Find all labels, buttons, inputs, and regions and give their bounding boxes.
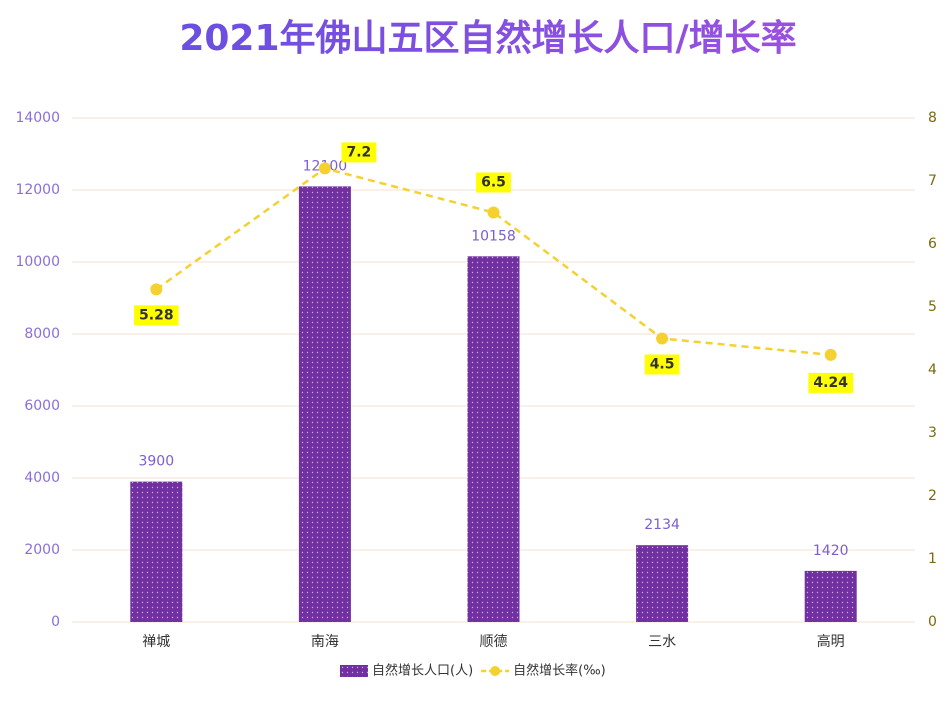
bar-value-label: 2134 <box>644 517 680 533</box>
x-tick-label: 禅城 <box>142 634 170 650</box>
y2-tick-label: 7 <box>928 173 937 189</box>
chart-title: 2021年佛山五区自然增长人口/增长率 <box>179 17 796 59</box>
y-tick-label: 12000 <box>15 182 60 198</box>
line-point <box>150 283 163 296</box>
x-tick-label: 南海 <box>311 634 339 650</box>
y-tick-label: 8000 <box>24 326 60 342</box>
y-tick-label: 6000 <box>24 398 60 414</box>
legend-swatch <box>490 666 501 676</box>
y2-tick-label: 6 <box>928 236 937 252</box>
y-tick-label: 4000 <box>24 470 60 486</box>
line-value-label: 6.5 <box>481 175 506 191</box>
x-tick-label: 顺德 <box>480 634 508 650</box>
point-label: 6.5 <box>476 172 511 193</box>
label-box <box>808 372 854 393</box>
point-label: 7.2 <box>341 142 377 163</box>
label-box <box>341 142 377 163</box>
y2-tick-label: 4 <box>928 362 937 378</box>
bar <box>298 186 351 622</box>
y2-tick-label: 5 <box>928 299 937 315</box>
label-box <box>644 354 680 375</box>
line-value-label: 4.5 <box>650 357 675 373</box>
line-value-label: 4.24 <box>813 375 848 391</box>
y2-tick-label: 8 <box>928 110 937 126</box>
y-tick-label: 2000 <box>24 542 60 558</box>
label-box <box>476 172 511 193</box>
legend-label: 自然增长率(‰) <box>513 663 606 679</box>
legend-label: 自然增长人口(人) <box>372 663 473 679</box>
line-value-label: 5.28 <box>139 307 174 323</box>
y2-tick-label: 0 <box>928 614 937 630</box>
legend-swatch <box>340 665 368 677</box>
y2-tick-label: 1 <box>928 551 937 567</box>
bar-value-label: 10158 <box>471 228 516 244</box>
bar <box>636 545 689 622</box>
bar-value-label: 1420 <box>813 543 849 559</box>
point-label: 4.5 <box>644 354 680 375</box>
line-point <box>487 206 500 219</box>
bar <box>804 570 857 622</box>
line <box>155 167 831 357</box>
bar-value-label: 3900 <box>138 454 174 470</box>
label-box <box>134 305 179 326</box>
y-tick-label: 0 <box>51 614 60 630</box>
x-tick-label: 三水 <box>648 634 676 650</box>
line-point <box>824 348 837 361</box>
bar <box>130 481 183 622</box>
line-value-label: 7.2 <box>346 144 371 160</box>
x-tick-label: 高明 <box>817 633 845 650</box>
point-label: 5.28 <box>134 305 179 326</box>
line-point <box>318 162 331 175</box>
bar <box>467 256 520 622</box>
point-label: 4.24 <box>808 372 854 393</box>
y2-tick-label: 3 <box>928 425 937 441</box>
line-point <box>656 332 669 345</box>
y-tick-label: 10000 <box>15 254 60 270</box>
y-tick-label: 14000 <box>15 110 60 126</box>
y2-tick-label: 2 <box>928 488 937 504</box>
